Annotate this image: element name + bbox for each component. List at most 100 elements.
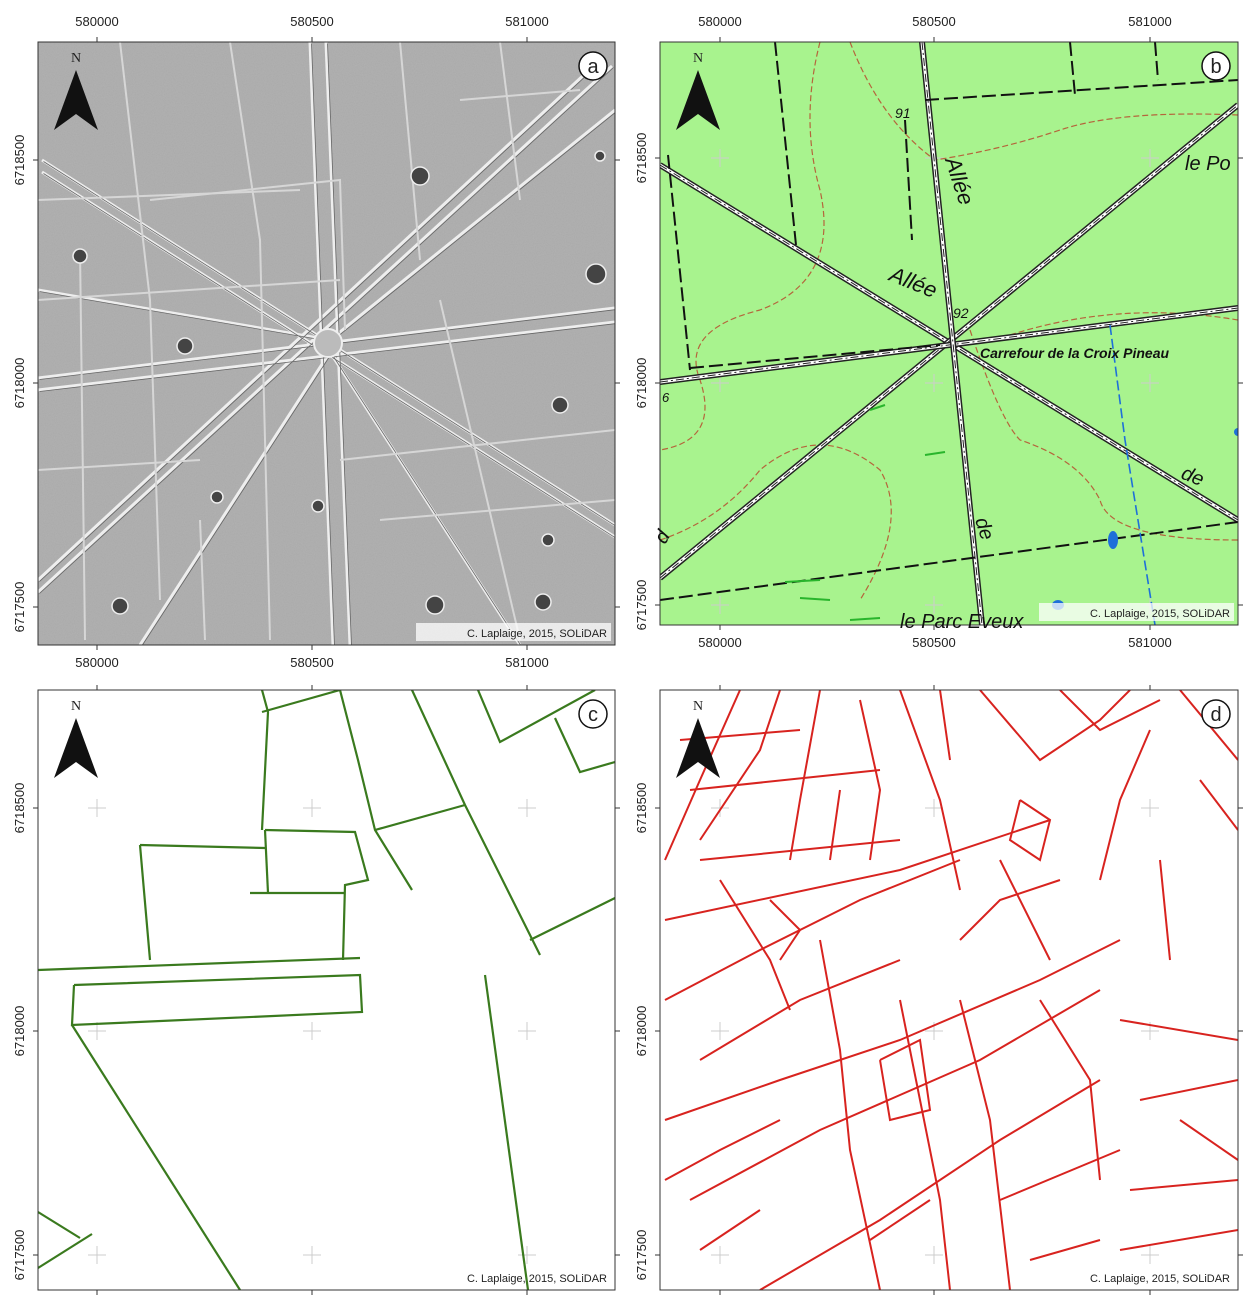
road-trace [38,58,602,582]
panel-letter-badge [1201,699,1231,729]
pit [210,490,224,504]
panel-frame [659,41,1239,626]
x-coordinate-label: 580000 [75,14,118,29]
panel-frame [659,689,1239,1291]
y-coordinate-label: 6718500 [634,783,649,834]
map-panel: 580000 580500 581000 580000 580500 581000 6718… [634,14,1243,650]
traced-feature [689,769,881,791]
map-label: 6 [662,390,670,405]
traced-feature [483,974,530,1290]
road-center [660,307,1238,383]
pond [1234,428,1238,436]
x-coordinate-label: 581000 [505,655,548,670]
road-trace [328,351,522,645]
traced-feature [769,899,802,961]
pit [541,533,555,547]
y-coordinate-label: 6718000 [634,358,649,409]
traced-feature [260,690,270,831]
boundary-line [689,344,941,369]
traced-feature [899,690,961,891]
y-coordinate-label: 6718500 [12,135,27,186]
x-coordinate-label: 580500 [290,14,333,29]
vegetation-mark [924,451,946,456]
boundary-line [774,42,797,246]
contour-line [849,42,1238,161]
panel-background [38,690,615,1290]
field-boundary [79,249,86,641]
traced-feature [699,839,901,861]
credit: C. Laplaige, 2015, SOLiDAR [1090,608,1230,620]
traced-feature [38,1233,93,1269]
pit [534,593,552,611]
traced-feature [264,828,370,961]
vegetation-mark [799,597,831,601]
map-panel: 580000 580500 581000 580000 580500 581000 6718… [12,14,620,670]
road-center [921,42,983,625]
roundabout [313,328,343,358]
traced-feature [70,973,364,1027]
road-trace [38,288,331,342]
traced-feature [939,690,951,761]
field-boundary [38,189,301,201]
traced-feature [959,879,1061,941]
traced-feature [1039,999,1101,1181]
panel-frame [37,689,616,1291]
traced-feature [139,843,266,850]
y-coordinate-label: 6718500 [634,133,649,184]
panel-letter: a [587,56,599,78]
pit [594,150,606,162]
x-coordinate-label: 581000 [1128,14,1171,29]
traced-feature [664,859,961,1001]
pit [410,166,430,186]
field-boundary [459,89,581,101]
pit [551,396,569,414]
traced-feature [819,939,881,1290]
traced-feature [899,999,951,1290]
panel-letter: c [588,704,598,726]
map-content [38,690,615,1290]
road-edge [331,353,522,645]
y-coordinate-label: 6717500 [634,1230,649,1281]
vegetation-mark [784,579,821,583]
field-boundary [199,519,206,641]
traced-feature [71,1024,241,1290]
traced-feature [411,690,541,956]
pit [176,337,194,355]
panel-letter: b [1210,56,1221,78]
north-label: N [693,699,703,714]
boundary-line [660,521,1238,601]
traced-feature [699,959,901,1061]
map-content [660,42,1238,625]
panel-letter-badge [578,51,608,81]
traced-feature [664,1119,781,1181]
road-trace [329,108,615,342]
traced-feature [1129,1179,1238,1191]
x-coordinate-label: 581000 [505,14,548,29]
field-boundary [379,499,615,521]
x-coordinate-label: 580500 [290,655,333,670]
map-content [664,690,1238,1290]
panel-background [660,690,1238,1290]
traced-feature [1139,1079,1238,1101]
field-boundary [38,279,341,301]
contour-line [1009,312,1238,336]
traced-feature [263,829,270,894]
map-content [38,42,615,645]
north-arrow [676,718,720,778]
stream [1109,324,1156,625]
x-coordinate-label: 580500 [912,14,955,29]
x-coordinate-label: 581000 [1128,635,1171,650]
traced-feature [1099,729,1151,881]
traced-feature [699,690,781,841]
map-panel: 6718500 6718000 6717500 N c C. Laplaige, 2015… [12,685,620,1295]
boundary-line [924,79,1238,101]
field-boundary [499,42,521,201]
y-coordinate-label: 6717500 [12,1230,27,1281]
traced-feature [664,690,741,861]
traced-feature [959,999,1011,1290]
x-coordinate-label: 580500 [912,635,955,650]
traced-feature [699,1209,761,1251]
panel-letter-badge [578,699,608,729]
traced-feature [1119,1229,1238,1251]
